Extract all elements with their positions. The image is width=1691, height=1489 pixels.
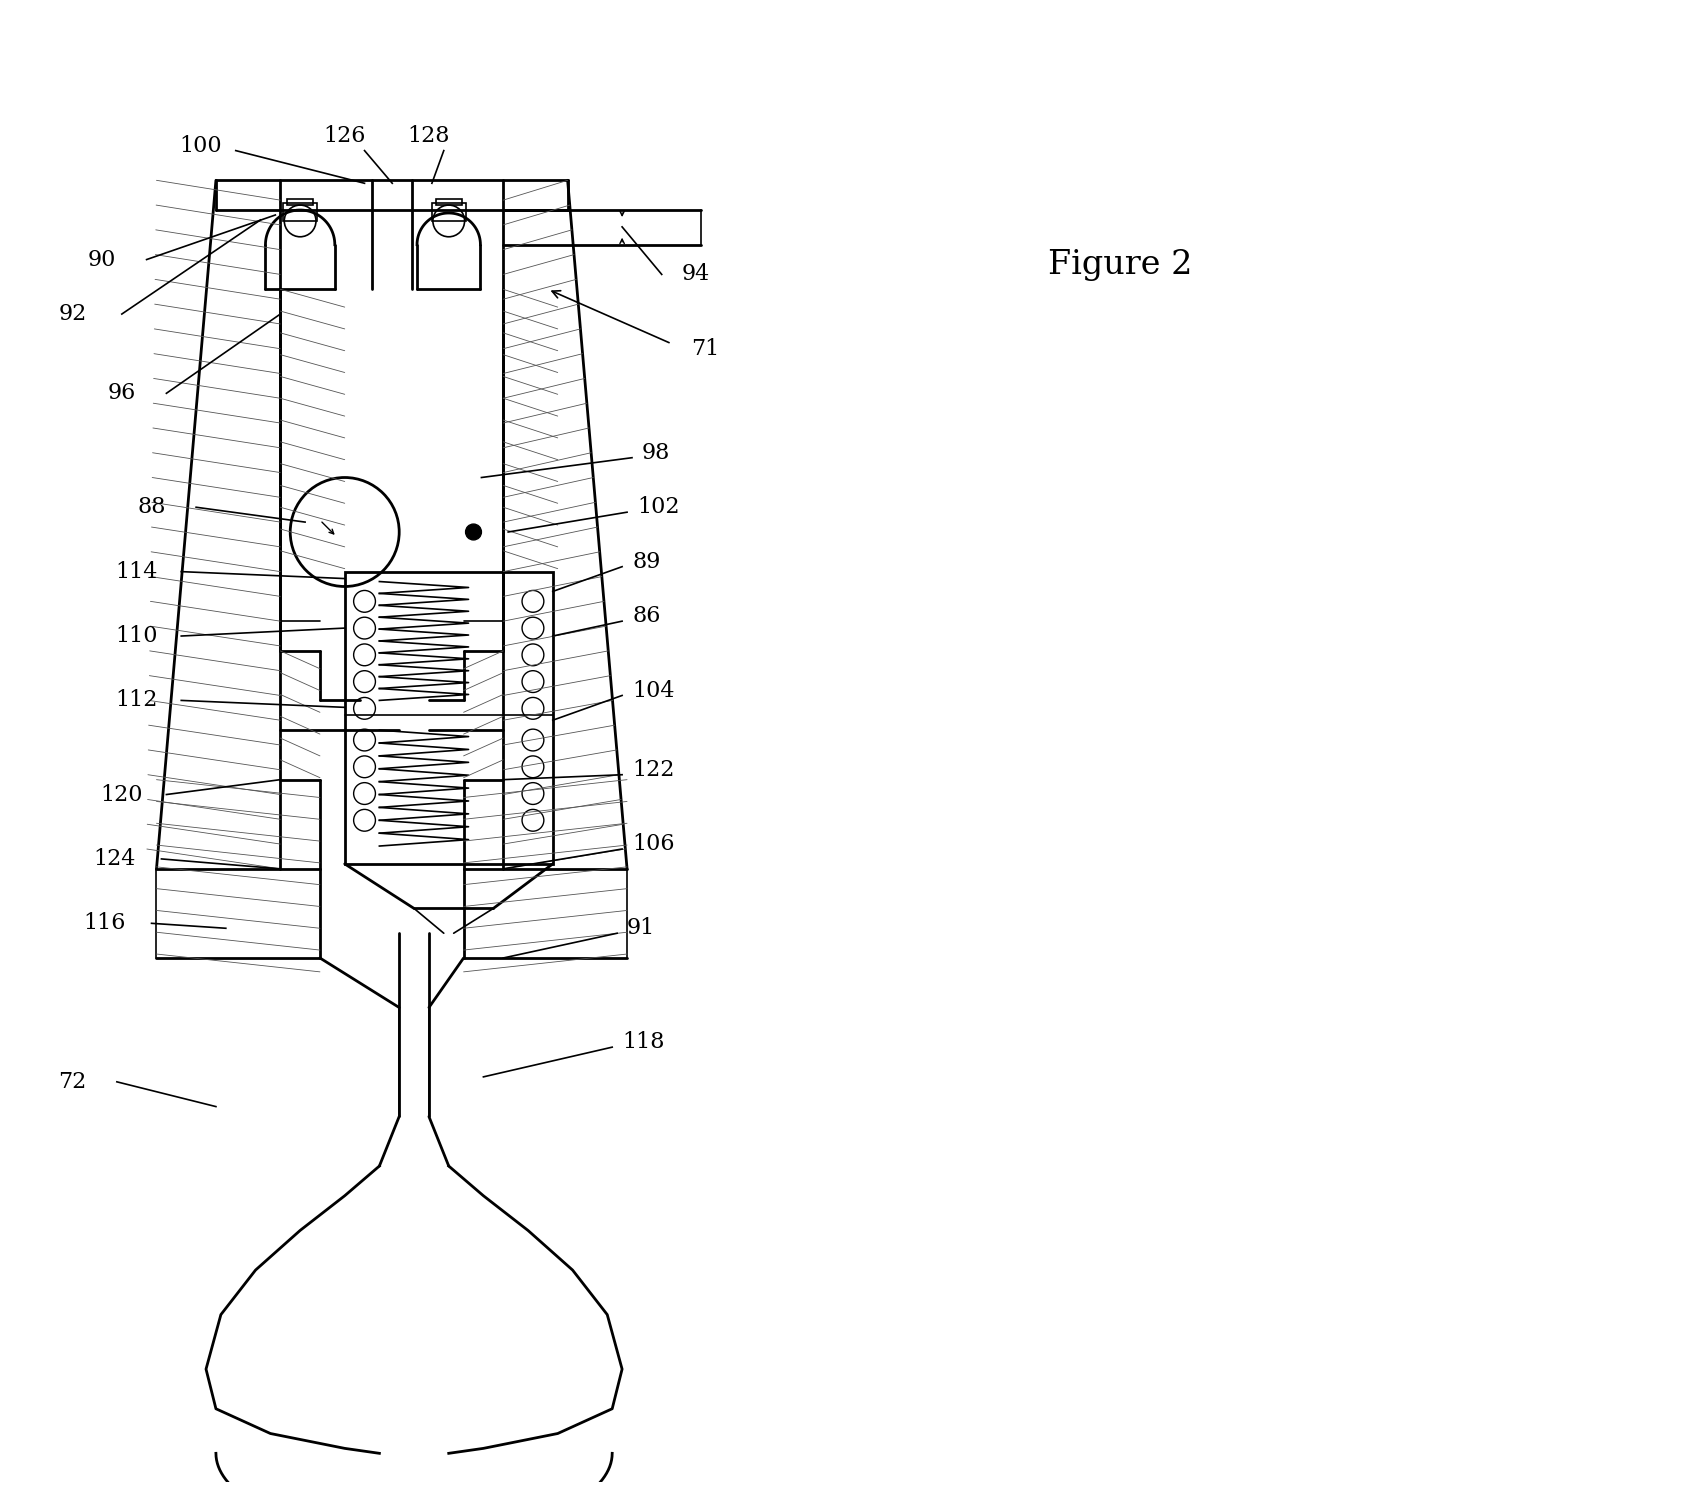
Text: Figure 2: Figure 2: [1048, 249, 1192, 280]
Text: 114: 114: [115, 561, 157, 582]
Text: 106: 106: [632, 832, 675, 855]
Bar: [284, 203, 316, 220]
Text: 90: 90: [88, 249, 117, 271]
Text: 86: 86: [632, 605, 661, 627]
Text: 110: 110: [115, 625, 157, 648]
Text: 91: 91: [627, 917, 656, 940]
Text: 128: 128: [408, 125, 450, 147]
Text: 104: 104: [632, 679, 675, 701]
Text: 88: 88: [137, 496, 166, 518]
Text: 72: 72: [57, 1071, 86, 1093]
Text: 100: 100: [179, 134, 223, 156]
Text: 102: 102: [638, 496, 680, 518]
Text: 92: 92: [57, 304, 86, 325]
Text: 124: 124: [93, 847, 135, 870]
Text: 71: 71: [692, 338, 720, 360]
Text: 118: 118: [622, 1032, 665, 1053]
Bar: [345, 572, 553, 864]
Text: 94: 94: [681, 264, 710, 286]
Bar: [436, 200, 462, 205]
Text: 96: 96: [108, 383, 135, 405]
Bar: [431, 203, 465, 220]
Text: 126: 126: [323, 125, 365, 147]
Circle shape: [291, 478, 399, 587]
Text: 89: 89: [632, 551, 661, 573]
Circle shape: [465, 524, 482, 541]
Text: 98: 98: [643, 442, 670, 463]
Text: 122: 122: [632, 759, 675, 780]
Text: 112: 112: [115, 689, 157, 712]
Text: 116: 116: [85, 913, 127, 934]
Text: 120: 120: [100, 783, 144, 806]
Bar: [287, 200, 313, 205]
